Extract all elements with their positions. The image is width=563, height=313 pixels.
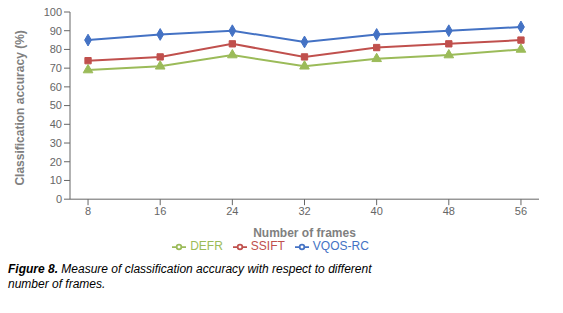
html-text:DEFR: DEFR xyxy=(190,239,223,254)
svg-text:40: 40 xyxy=(371,205,383,217)
html-text:VQOS-RC: VQOS-RC xyxy=(312,239,369,254)
svg-text:40: 40 xyxy=(50,118,62,130)
svg-text:24: 24 xyxy=(226,205,238,217)
svg-text:30: 30 xyxy=(50,137,62,149)
svg-text:0: 0 xyxy=(56,193,62,205)
svg-text:Number of frames: Number of frames xyxy=(253,226,356,240)
svg-text:48: 48 xyxy=(443,205,455,217)
html-text:number of frames.: number of frames. xyxy=(8,277,106,291)
svg-text:56: 56 xyxy=(515,205,527,217)
svg-text:8: 8 xyxy=(85,205,91,217)
svg-text:90: 90 xyxy=(50,25,62,37)
svg-text:50: 50 xyxy=(50,99,62,111)
svg-text:70: 70 xyxy=(50,62,62,74)
svg-text:Classification accuracy (%): Classification accuracy (%) xyxy=(13,30,27,185)
svg-text:10: 10 xyxy=(50,174,62,186)
svg-text:60: 60 xyxy=(50,81,62,93)
svg-text:80: 80 xyxy=(50,43,62,55)
html-text:SSIFT: SSIFT xyxy=(250,239,285,254)
svg-text:32: 32 xyxy=(298,205,310,217)
html-text:Figure 8. Measure of classific: Figure 8. Measure of classification accu… xyxy=(8,262,372,276)
svg-text:20: 20 xyxy=(50,156,62,168)
svg-text:16: 16 xyxy=(154,205,166,217)
svg-text:100: 100 xyxy=(44,6,62,18)
